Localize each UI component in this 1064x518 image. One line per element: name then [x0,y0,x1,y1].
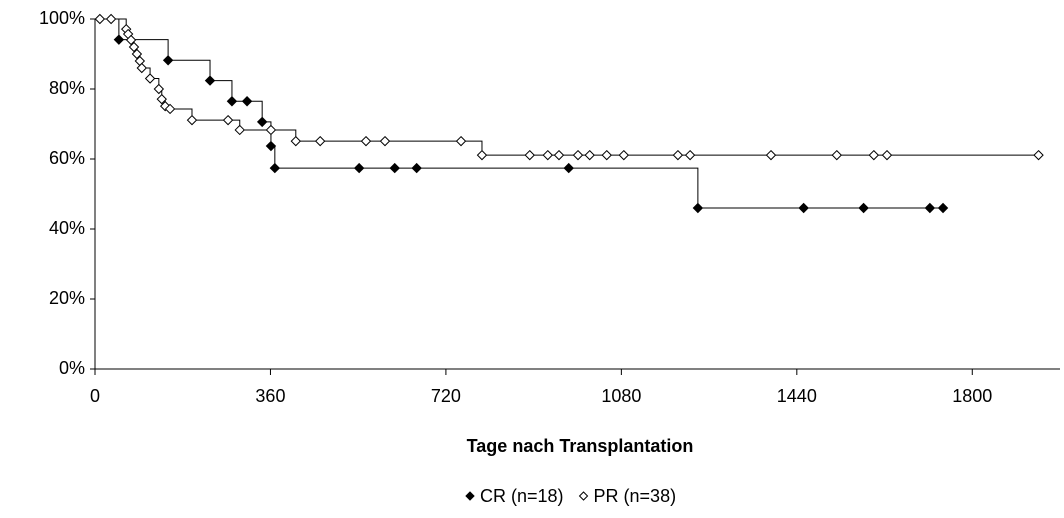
y-tick-label: 60% [49,148,85,168]
legend-label: PR (n=38) [594,486,677,506]
x-tick-label: 720 [431,386,461,406]
x-tick-label: 1440 [777,386,817,406]
marker [234,124,245,136]
marker [692,202,704,214]
marker [455,135,467,147]
marker [601,149,612,161]
y-tick-label: 0% [59,358,85,378]
marker [265,124,277,136]
marker [269,162,281,174]
marker [411,162,422,174]
marker [265,140,277,152]
x-tick-label: 1800 [952,386,992,406]
marker [831,149,842,161]
marker [524,149,535,161]
marker [125,34,137,46]
marker [222,114,234,126]
marker [572,149,584,161]
marker [476,149,488,161]
marker [542,149,553,161]
marker [360,135,372,147]
marker [256,116,268,128]
marker [241,96,253,107]
marker [937,202,949,214]
marker [159,100,171,112]
marker [798,202,809,214]
marker [353,162,365,174]
x-tick-label: 1080 [601,386,641,406]
marker [105,13,117,25]
y-tick-label: 80% [49,78,85,98]
marker [379,135,391,147]
marker [128,41,140,53]
y-tick-label: 40% [49,218,85,238]
x-axis-label: Tage nach Transplantation [467,436,694,456]
marker [153,83,165,95]
marker [553,149,565,161]
marker [144,73,156,84]
legend-marker [578,491,589,501]
survival-line [95,18,1039,156]
x-tick-label: 360 [255,386,285,406]
legend-label: CR (n=18) [480,486,564,506]
marker [162,55,174,66]
marker [290,135,302,147]
survival-line [95,18,944,209]
marker [389,162,400,174]
marker [765,149,777,161]
marker [204,75,216,86]
marker [113,34,125,45]
legend-marker [465,491,475,501]
marker [131,48,143,60]
marker [94,13,106,25]
marker [881,149,893,161]
x-tick-label: 0 [90,386,100,406]
y-tick-label: 20% [49,288,85,308]
marker [1033,149,1044,161]
marker [164,103,176,115]
marker [672,149,684,161]
marker [868,149,880,161]
marker [136,62,147,74]
marker [186,114,198,126]
marker [226,96,238,107]
marker [858,202,869,214]
marker [314,135,326,147]
marker [584,149,595,161]
marker [924,202,936,214]
marker [684,149,696,161]
marker [563,162,574,174]
y-tick-label: 100% [39,8,85,28]
marker [156,93,167,105]
marker [618,149,630,161]
